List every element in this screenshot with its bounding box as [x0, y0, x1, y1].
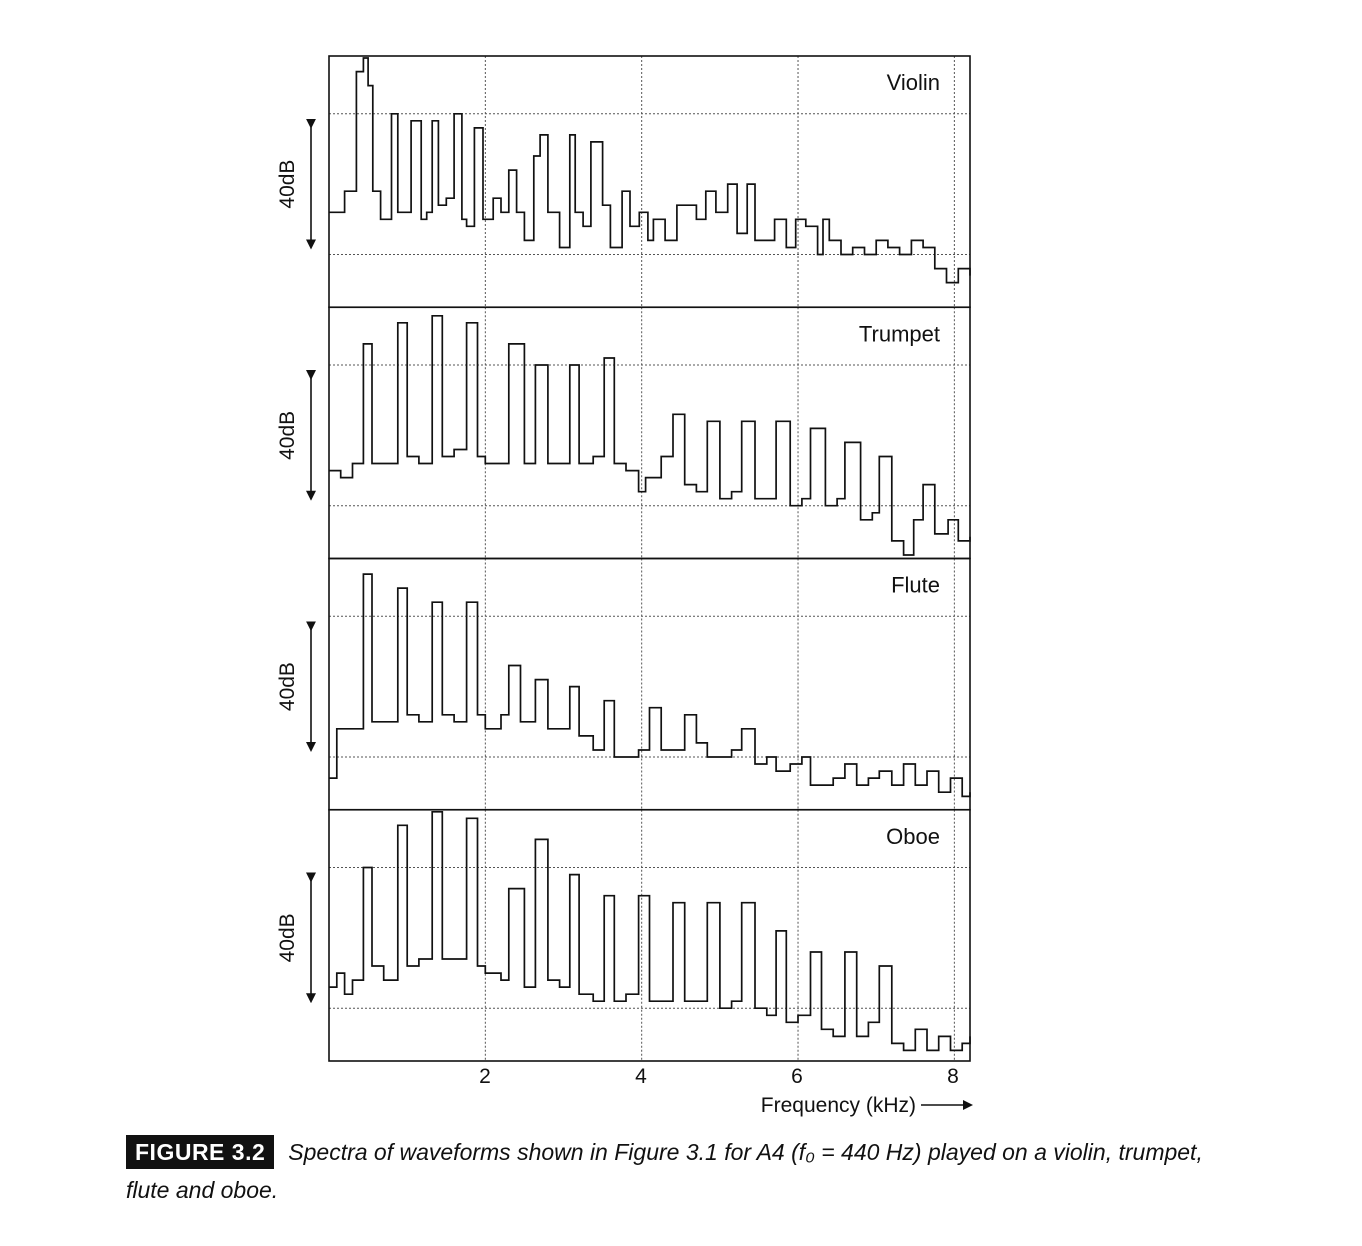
panel-frame: [328, 557, 971, 811]
spectra-figure: Violin 40dB Trumpet 40dB Flute 40dB Oboe 40dB 2…: [276, 55, 973, 1117]
spectrum-line: [329, 573, 971, 798]
x-tick-label: 2: [479, 1065, 491, 1088]
panel-title: Trumpet: [859, 321, 940, 346]
panel-frame: [328, 808, 971, 1062]
panel-frame: [328, 55, 971, 309]
spectrum-line: [329, 810, 971, 1052]
panel-title: Oboe: [886, 824, 940, 849]
x-tick-label: 6: [791, 1065, 803, 1088]
spectrum-line: [329, 314, 971, 556]
panel-title: Violin: [887, 70, 940, 95]
spectrum-line: [329, 57, 971, 284]
x-tick-label: 4: [635, 1065, 647, 1088]
scale-label: 40dB: [276, 913, 299, 962]
figure-caption: FIGURE 3.2 Spectra of waveforms shown in …: [126, 1133, 1246, 1209]
panel-title: Flute: [891, 573, 940, 598]
x-tick-label: 8: [947, 1065, 959, 1088]
caption-text: Spectra of waveforms shown in Figure 3.1…: [126, 1139, 1203, 1203]
scale-label: 40dB: [276, 411, 299, 460]
spectrum-panel: Trumpet 40dB: [276, 306, 971, 560]
x-axis: 2 4 6 8 Frequency (kHz): [479, 1065, 973, 1117]
spectrum-panel: Flute 40dB: [276, 557, 971, 811]
x-axis-label: Frequency (kHz): [761, 1094, 916, 1117]
scale-label: 40dB: [276, 662, 299, 711]
figure-label: FIGURE 3.2: [126, 1135, 275, 1169]
scale-label: 40dB: [276, 160, 299, 209]
spectrum-panel: Oboe 40dB: [276, 808, 971, 1062]
spectrum-panel: Violin 40dB: [276, 55, 971, 309]
